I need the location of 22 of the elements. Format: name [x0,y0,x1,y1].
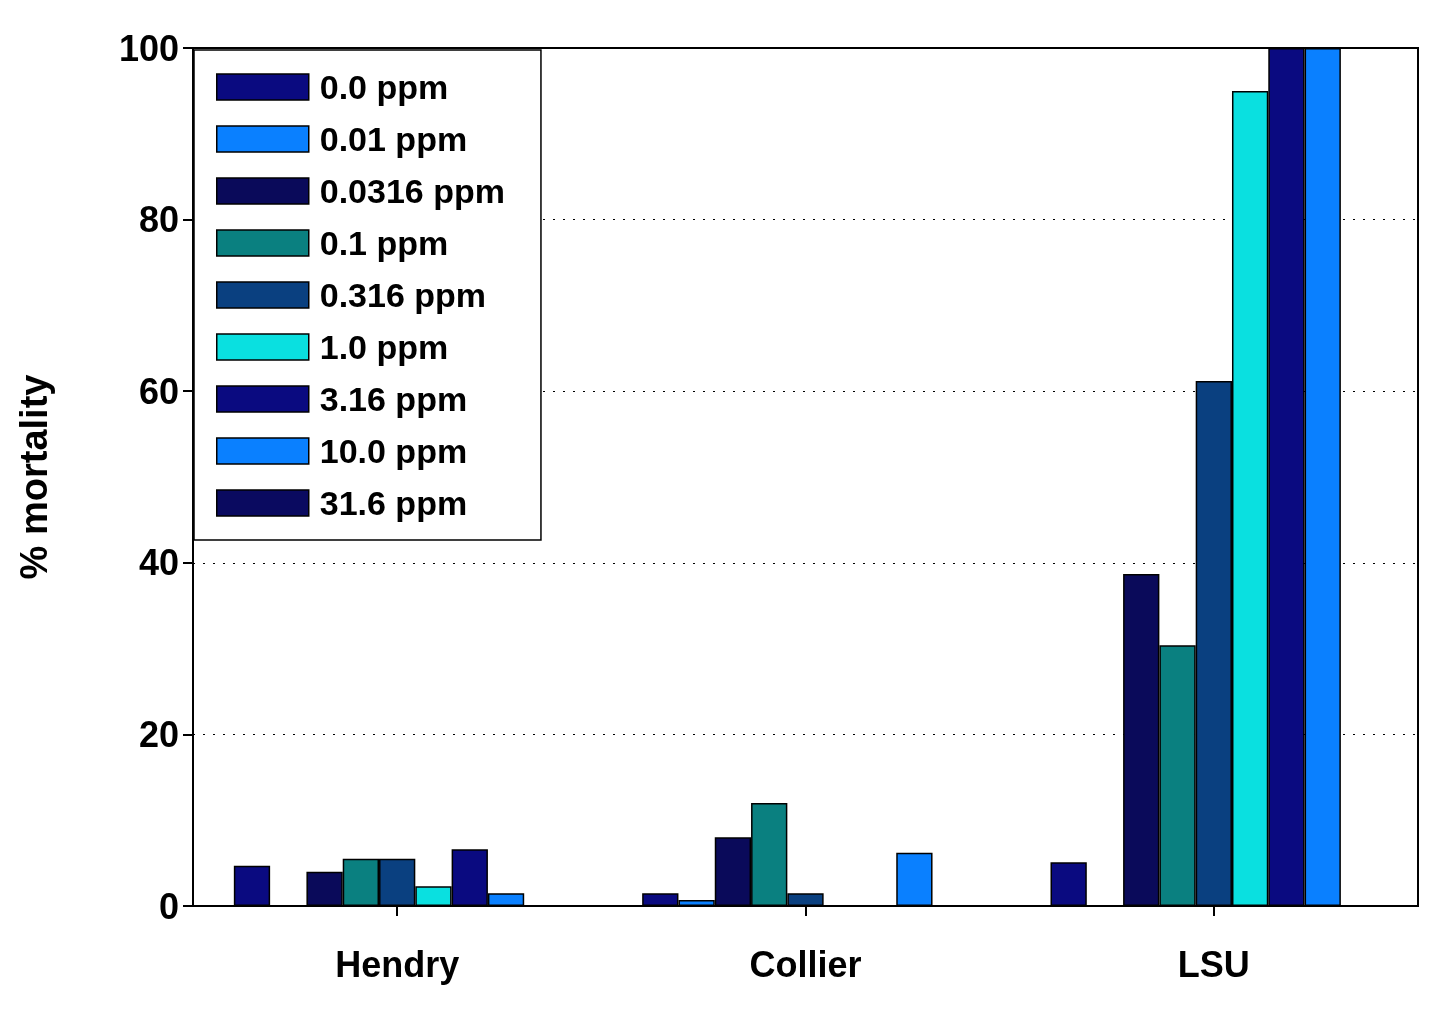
y-tick-label: 60 [138,370,179,412]
legend-label: 0.1 ppm [319,224,449,262]
y-axis-title: % mortality [13,374,55,580]
x-tick-label: Hendry [335,943,460,985]
legend-label: 0.0 ppm [319,68,449,106]
legend-label: 31.6 ppm [319,484,468,522]
legend-label: 0.0316 ppm [319,172,505,210]
y-tick-label: 100 [118,27,179,69]
x-tick-label: LSU [1177,943,1250,985]
legend-label: 1.0 ppm [319,328,449,366]
legend-label: 0.316 ppm [319,276,487,314]
y-tick-label: 20 [138,713,179,755]
bar [1050,862,1087,906]
legend-label: 10.0 ppm [319,432,468,470]
x-tick-label: Collier [749,943,862,985]
bar [233,865,271,906]
bar [896,852,933,906]
y-tick-label: 40 [138,542,179,584]
y-tick-label: 80 [138,199,179,241]
y-tick-label: 0 [158,885,179,927]
legend-label: 3.16 ppm [319,380,468,418]
legend-label: 0.01 ppm [319,120,468,158]
